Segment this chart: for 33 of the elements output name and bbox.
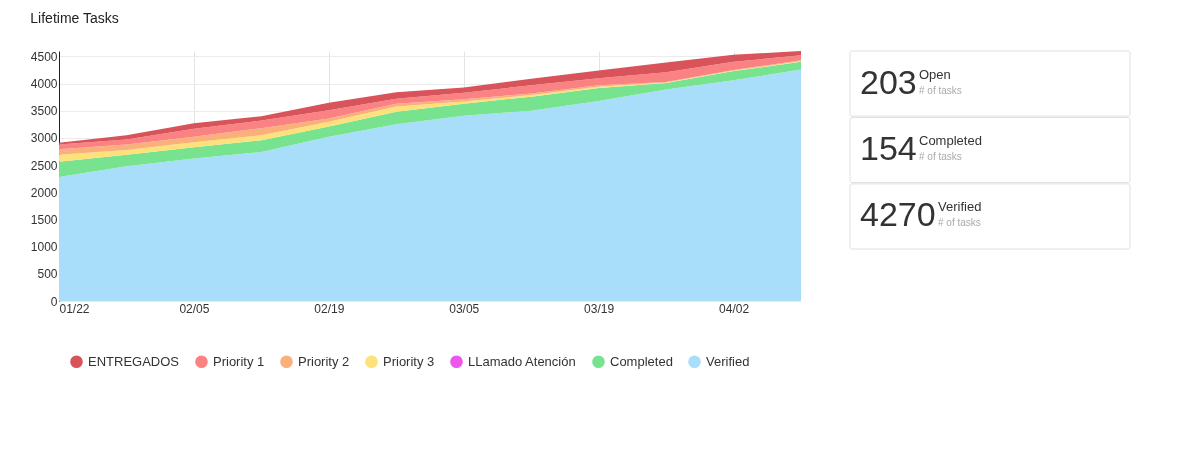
legend-label: Priority 3 <box>383 353 435 369</box>
y-tick-label: 1500 <box>30 212 58 227</box>
category-label: Open <box>919 66 951 82</box>
text: # of tasks <box>919 84 962 96</box>
y-tick-label: 2500 <box>30 158 58 173</box>
legend-label: Completed <box>610 353 673 369</box>
y-tick-label: 500 <box>37 267 58 282</box>
y-tick-label: 4000 <box>30 77 58 92</box>
data-label: 154 <box>860 129 917 167</box>
data-label: 4270 <box>860 195 936 234</box>
y-tick-label: 4500 <box>30 49 58 64</box>
text: # of tasks <box>919 151 962 162</box>
x-tick-label: 04/02 <box>719 301 750 316</box>
text: # of tasks <box>938 217 981 229</box>
y-tick-label: 2000 <box>30 185 58 200</box>
chart-title: Lifetime Tasks <box>30 10 119 27</box>
category-label: Completed <box>919 133 982 148</box>
data-label: 203 <box>860 62 917 101</box>
x-tick-label: 02/05 <box>179 301 210 316</box>
x-tick-label: 03/05 <box>449 301 480 316</box>
x-tick-label: 01/22 <box>59 301 90 316</box>
legend-label: Priority 1 <box>213 353 265 369</box>
legend-label: Priority 2 <box>298 353 350 369</box>
y-tick-label: 0 <box>50 294 58 309</box>
y-tick-label: 3500 <box>30 104 58 119</box>
y-tick-label: 3000 <box>30 131 58 146</box>
x-tick-label: 03/19 <box>584 301 615 316</box>
legend-label: ENTREGADOS <box>88 353 180 369</box>
y-tick-label: 1000 <box>30 240 58 255</box>
legend-label: Verified <box>706 353 750 369</box>
x-tick-label: 02/19 <box>314 301 345 316</box>
category-label: Verified <box>938 199 982 215</box>
legend-label: LLamado Atención <box>468 353 576 369</box>
